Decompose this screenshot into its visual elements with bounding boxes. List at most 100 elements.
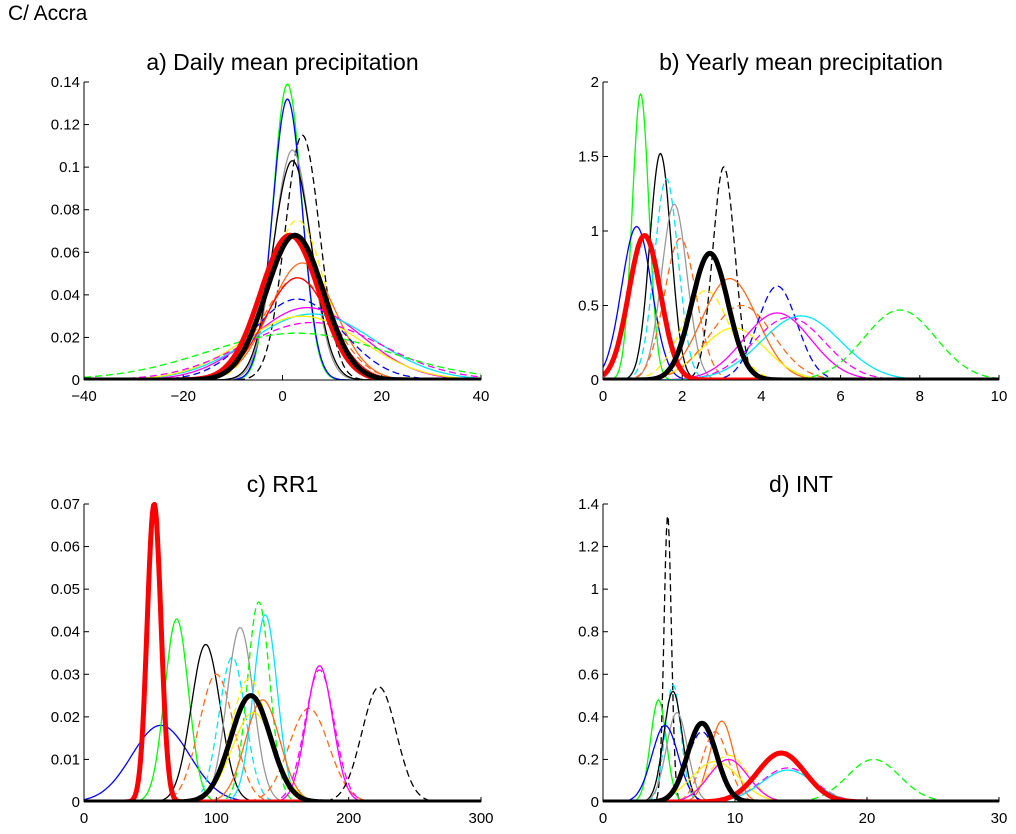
series-line-blue (603, 724, 999, 802)
y-tick-label: 0.12 (51, 117, 80, 134)
y-tick-label: 0.2 (578, 751, 599, 768)
y-tick-label: 0.06 (51, 539, 80, 556)
series-line-black-thick (84, 693, 481, 802)
y-tick-label: 1 (591, 223, 599, 240)
x-tick-label: 0 (599, 810, 607, 827)
x-tick-label: 0 (278, 388, 286, 405)
y-tick-label: 0 (591, 794, 599, 811)
series-line-yellow-dashed (603, 754, 999, 802)
figure-title: C/ Accra (8, 2, 88, 25)
series-line-black-thick (603, 250, 999, 380)
y-tick-label: 0.04 (51, 624, 80, 641)
series-line-magenta-dashed (603, 767, 999, 802)
x-tick-label: −20 (171, 388, 196, 405)
y-tick-label: 0.01 (51, 751, 80, 768)
series-line-orange-dashed (603, 237, 999, 380)
panel-title: b) Yearly mean precipitation (659, 49, 943, 75)
series-line-green (84, 618, 481, 802)
series-line-magenta (84, 665, 481, 802)
panel-title: a) Daily mean precipitation (146, 49, 418, 75)
series-line-green (84, 83, 481, 380)
y-tick-label: 0.02 (51, 709, 80, 726)
series-line-red-thick (603, 233, 999, 380)
y-tick-label: 0.06 (51, 244, 80, 261)
series-line-gray (84, 149, 481, 380)
y-tick-label: 1 (591, 581, 599, 598)
x-tick-label: 10 (727, 810, 744, 827)
chart-panel-1: a) Daily mean precipitation −40 −20 0 20 40 0 0… (51, 49, 490, 405)
series-line-cyan (84, 614, 481, 802)
series-group (84, 502, 481, 802)
x-tick-label: 2 (678, 388, 686, 405)
series-line-magenta-dashed (84, 321, 481, 380)
series-group (84, 83, 481, 380)
series-line-black-dashed (84, 134, 481, 380)
y-tick-label: 0.03 (51, 666, 80, 683)
y-tick-label: 1.2 (578, 539, 599, 556)
series-line-orange (603, 720, 999, 802)
x-tick-label: 10 (991, 388, 1008, 405)
series-line-orange-dashed (84, 277, 481, 380)
series-line-cyan-dashed (603, 178, 999, 380)
y-tick-label: 0.6 (578, 666, 599, 683)
y-tick-label: 0.5 (578, 298, 599, 315)
series-group (603, 515, 999, 802)
y-tick-label: 0.8 (578, 624, 599, 641)
x-tick-label: 0 (599, 388, 607, 405)
y-tick-label: 0.07 (51, 496, 80, 513)
series-line-black (603, 690, 999, 802)
series-line-cyan (603, 769, 999, 802)
series-line-orange-dashed (603, 304, 999, 380)
y-tick-label: 0 (591, 372, 599, 389)
series-line-gray (603, 203, 999, 380)
x-tick-label: −40 (71, 388, 96, 405)
series-line-orange (84, 699, 481, 802)
series-line-green (603, 699, 999, 802)
y-tick-label: 0.1 (59, 159, 80, 176)
x-tick-label: 6 (836, 388, 844, 405)
y-tick-label: 0.04 (51, 287, 80, 304)
x-tick-label: 100 (204, 810, 229, 827)
series-line-yellow (84, 315, 481, 380)
y-tick-label: 0.02 (51, 329, 80, 346)
series-line-red (84, 277, 481, 380)
series-line-black-thick (603, 720, 999, 802)
chart-panel-2: b) Yearly mean precipitation 0 2 4 6 8 10 0 0.5 1… (578, 49, 1007, 405)
x-tick-label: 8 (916, 388, 924, 405)
series-line-green-dashed (84, 332, 481, 378)
series-line-black-thick (84, 232, 481, 380)
chart-panel-3: c) RR1 0 100 200 300 0 0.01 0.02 0.03 0.04 0.05 0.0… (51, 471, 494, 827)
x-tick-label: 200 (336, 810, 361, 827)
y-tick-label: 0 (72, 372, 80, 389)
y-tick-label: 1.5 (578, 149, 599, 166)
x-tick-label: 300 (468, 810, 493, 827)
x-tick-label: 20 (859, 810, 876, 827)
series-line-black-dashed (603, 166, 999, 380)
series-line-red-thick (84, 502, 481, 802)
y-tick-label: 0 (72, 794, 80, 811)
panel-title: c) RR1 (247, 471, 319, 497)
series-line-green (603, 93, 999, 380)
panel-title: d) INT (769, 471, 833, 497)
x-tick-label: 40 (473, 388, 490, 405)
x-tick-label: 20 (373, 388, 390, 405)
y-tick-label: 0.08 (51, 202, 80, 219)
y-tick-label: 0.05 (51, 581, 80, 598)
series-line-black (84, 160, 481, 380)
series-line-blue-dashed (84, 298, 481, 380)
y-tick-label: 0.14 (51, 74, 80, 91)
series-line-black-dashed (603, 515, 999, 802)
series-line-blue (84, 724, 481, 802)
series-group (603, 93, 999, 380)
series-line-blue (603, 225, 999, 380)
series-line-magenta-dashed (84, 669, 481, 802)
x-tick-label: 30 (991, 810, 1008, 827)
x-tick-label: 0 (80, 810, 88, 827)
series-line-red-thick (603, 750, 999, 802)
y-tick-label: 0.4 (578, 709, 599, 726)
series-line-red-thick (84, 232, 481, 380)
y-tick-label: 1.4 (578, 496, 599, 513)
series-line-blue (84, 98, 481, 380)
x-tick-label: 4 (757, 388, 765, 405)
